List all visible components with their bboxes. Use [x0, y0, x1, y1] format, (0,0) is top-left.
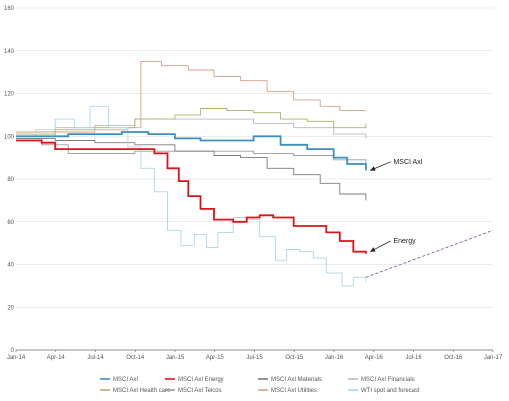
- x-tick-label: Oct-16: [444, 355, 463, 361]
- legend-label-msci-axi-energy: MSCI AxI Energy: [178, 377, 224, 383]
- x-tick-label: Apr-15: [206, 355, 225, 361]
- y-tick-label: 80: [7, 177, 14, 183]
- y-tick-label: 100: [4, 134, 15, 140]
- x-tick-label: Jul-16: [405, 355, 422, 361]
- y-tick-label: 160: [4, 6, 15, 12]
- legend-label-msci-axi-telcos: MSCI AxI Telcos: [178, 388, 222, 394]
- series-line-wti-spot-and-forecast: [16, 105, 367, 287]
- annotation-arrowhead: [370, 247, 376, 252]
- x-tick-label: Jan-16: [325, 355, 344, 361]
- y-axis-ticks: 0 20 40 60 80 100 120 140 160: [4, 6, 15, 354]
- y-tick-label: 60: [7, 220, 14, 226]
- x-axis-ticks: Jan-14 Apr-14 Jul-14 Oct-14 Jan-15 Apr-15 Jul-…: [7, 350, 503, 361]
- series-line-msci-axi-energy: [16, 139, 367, 254]
- x-tick-label: Jan-14: [7, 355, 26, 361]
- y-tick-label: 140: [4, 49, 15, 55]
- x-tick-label: Jan-15: [166, 355, 185, 361]
- legend-label-msci-axi: MSCI AxI: [113, 377, 138, 383]
- series-line-wti-spot-and-forecast-forecast: [365, 229, 494, 278]
- legend: MSCI AxI MSCI AxI Energy MSCI AxI Material…: [100, 377, 420, 394]
- legend-label-wti-spot-and-forecast: WTI spot and forecast: [361, 388, 420, 394]
- y-tick-label: 0: [11, 348, 15, 354]
- annotation-label: MSCI AxI: [393, 159, 422, 166]
- annotations: MSCI AxI Energy: [369, 159, 423, 253]
- x-tick-label: Jul-14: [87, 355, 104, 361]
- y-tick-label: 20: [7, 305, 14, 311]
- x-tick-label: Jul-15: [246, 355, 263, 361]
- legend-label-msci-axi-health-care: MSCI AxI Health care: [113, 388, 171, 394]
- series-line-msci-axi-health-care: [16, 108, 367, 135]
- legend-label-msci-axi-financials: MSCI AxI Financials: [361, 377, 415, 383]
- annotation-arrowhead: [370, 166, 376, 171]
- y-tick-label: 120: [4, 92, 15, 98]
- series-lines: [16, 60, 494, 287]
- x-tick-label: Apr-16: [365, 355, 384, 361]
- series-line-msci-axi-materials: [16, 137, 367, 201]
- y-tick-label: 40: [7, 263, 14, 269]
- x-tick-label: Apr-14: [47, 355, 66, 361]
- x-tick-label: Oct-15: [285, 355, 304, 361]
- legend-label-msci-axi-materials: MSCI AxI Materials: [271, 377, 322, 383]
- annotation-label: Energy: [393, 238, 416, 245]
- x-tick-label: Jan-17: [484, 355, 503, 361]
- x-tick-label: Oct-14: [126, 355, 145, 361]
- series-line-msci-axi: [16, 131, 367, 171]
- legend-label-msci-axi-utilities: MSCI AxI Utilities: [271, 388, 317, 394]
